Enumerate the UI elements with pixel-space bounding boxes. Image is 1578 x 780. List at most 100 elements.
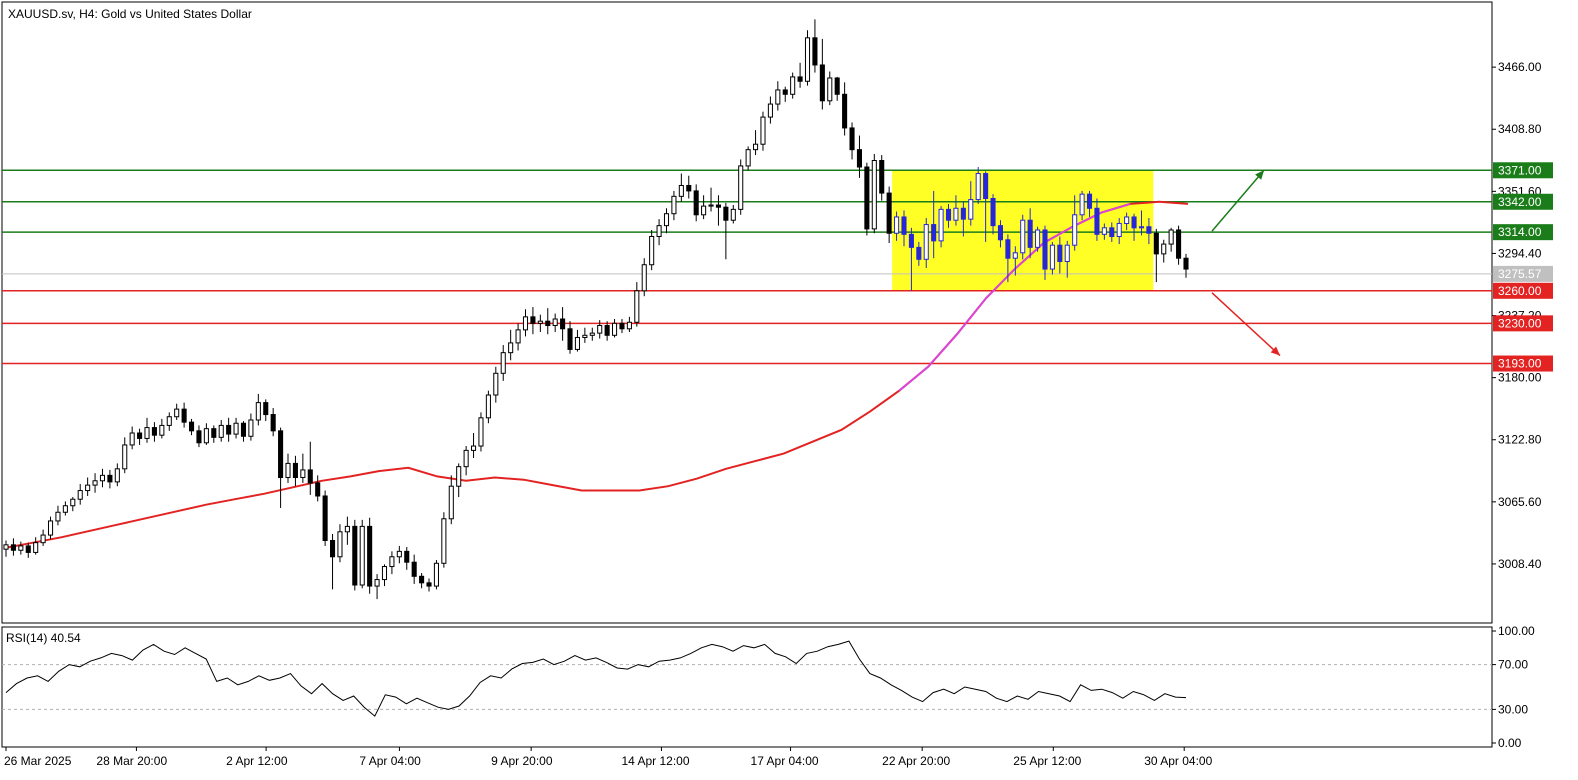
candle[interactable] [597,320,603,339]
candle[interactable] [471,433,477,458]
candle[interactable] [203,423,209,445]
candle[interactable] [522,309,529,337]
candle[interactable] [240,421,247,442]
candle[interactable] [218,419,224,442]
candle[interactable] [322,490,328,546]
candle[interactable] [1049,241,1055,275]
candle[interactable] [775,81,781,111]
candle[interactable] [693,184,699,222]
candle[interactable] [686,175,692,199]
candle[interactable] [493,366,499,403]
candle[interactable] [181,402,187,428]
candle[interactable] [1042,225,1048,280]
candle[interactable] [612,319,618,338]
candle[interactable] [433,560,439,590]
candle[interactable] [701,195,707,220]
candle[interactable] [804,30,811,86]
candle[interactable] [552,313,558,333]
candle[interactable] [166,412,172,431]
candle[interactable] [1146,218,1152,245]
candle[interactable] [359,519,365,589]
candle[interactable] [938,206,944,248]
candle[interactable] [344,516,350,545]
candle[interactable] [582,327,588,343]
candle[interactable] [426,578,432,592]
candle[interactable] [18,541,24,555]
candle[interactable] [129,426,135,450]
candle[interactable] [77,484,83,505]
candle[interactable] [85,477,91,496]
candle[interactable] [767,96,773,124]
candle[interactable] [300,453,306,483]
candle[interactable] [307,441,313,495]
candle[interactable] [871,153,877,234]
candle[interactable] [589,327,595,341]
candle[interactable] [285,453,291,483]
candle[interactable] [70,497,76,512]
candle[interactable] [1086,190,1093,217]
candle[interactable] [626,316,632,333]
candle[interactable] [834,76,840,101]
candle[interactable] [619,319,625,334]
candle[interactable] [1168,227,1174,252]
candle[interactable] [604,321,610,341]
candle[interactable] [1161,239,1167,263]
candle[interactable] [500,345,506,381]
candle[interactable] [997,220,1004,248]
candle[interactable] [107,469,113,489]
candle[interactable] [931,190,937,259]
candle[interactable] [55,505,61,526]
candle[interactable] [656,219,662,246]
candle[interactable] [560,307,566,341]
candle[interactable] [827,71,833,106]
candle[interactable] [478,412,484,452]
candle[interactable] [1027,208,1033,259]
candle[interactable] [1109,222,1115,242]
candle[interactable] [99,468,106,488]
candle[interactable] [953,195,959,226]
candle[interactable] [419,573,425,589]
candle[interactable] [797,62,803,88]
candle[interactable] [708,187,714,212]
candle[interactable] [330,533,336,590]
candle[interactable] [908,227,914,291]
candle[interactable] [144,417,150,443]
candle[interactable] [894,211,900,241]
candle[interactable] [990,194,996,235]
candle[interactable] [537,314,543,333]
candle[interactable] [248,413,254,441]
candle[interactable] [441,512,447,568]
candle[interactable] [159,418,165,439]
candle[interactable] [530,307,536,335]
candle[interactable] [760,111,766,151]
candle[interactable] [975,167,981,204]
candle[interactable] [25,542,31,558]
candle[interactable] [649,229,655,271]
candle[interactable] [137,428,143,445]
candle[interactable] [634,282,640,327]
candle[interactable] [968,181,974,226]
candle[interactable] [278,427,284,508]
candle[interactable] [404,547,410,570]
candle[interactable] [879,155,885,201]
candle[interactable] [864,162,870,236]
candle[interactable] [1064,240,1070,278]
candle[interactable] [337,524,343,563]
candle[interactable] [842,82,848,136]
candle[interactable] [849,122,855,160]
candle[interactable] [983,171,989,242]
candle[interactable] [745,146,751,171]
candle[interactable] [114,463,120,487]
candle[interactable] [945,203,952,228]
candle[interactable] [1138,210,1145,236]
candle[interactable] [545,308,551,335]
candle[interactable] [3,540,9,557]
candle[interactable] [1035,226,1041,252]
candle[interactable] [515,323,521,351]
candle[interactable] [40,529,46,546]
candle[interactable] [782,86,788,102]
candle[interactable] [1012,246,1018,276]
candle[interactable] [1057,236,1063,274]
candle[interactable] [92,473,98,493]
candle[interactable] [1094,198,1100,241]
